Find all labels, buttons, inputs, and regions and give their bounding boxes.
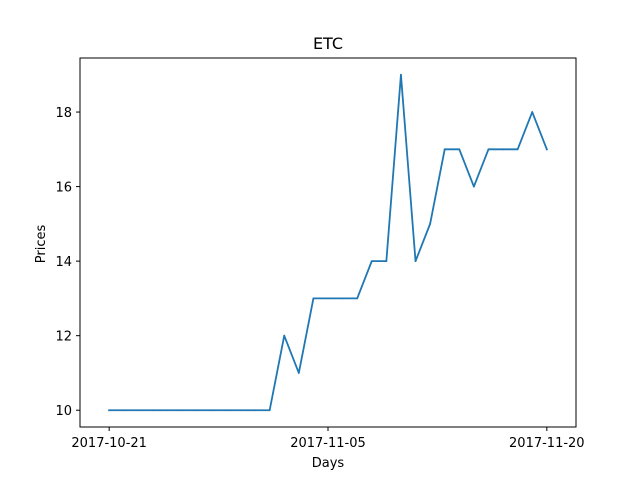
data-point xyxy=(385,260,388,263)
data-point xyxy=(108,409,111,412)
data-point xyxy=(414,260,417,263)
y-axis-label: Prices xyxy=(34,225,49,264)
data-point xyxy=(122,409,125,412)
data-point xyxy=(472,185,475,188)
plot-area xyxy=(108,73,548,412)
data-point xyxy=(531,111,534,113)
data-point xyxy=(137,409,140,412)
data-point xyxy=(356,297,359,300)
data-point xyxy=(283,334,286,337)
data-point xyxy=(166,409,169,412)
data-point xyxy=(297,372,300,374)
data-point xyxy=(312,297,315,300)
chart-title: ETC xyxy=(313,34,343,53)
y-tick-label: 18 xyxy=(55,106,72,121)
data-point xyxy=(429,222,432,225)
data-point xyxy=(370,260,373,263)
data-point xyxy=(545,148,548,151)
data-point xyxy=(516,148,519,151)
x-tick-label: 2017-10-21 xyxy=(71,436,147,451)
x-tick-label: 2017-11-20 xyxy=(509,436,585,451)
data-point xyxy=(268,409,271,412)
data-point xyxy=(254,409,256,412)
data-point xyxy=(152,409,154,412)
data-point xyxy=(502,148,504,151)
x-tick-label: 2017-11-05 xyxy=(290,436,366,451)
y-tick-label: 16 xyxy=(55,181,72,196)
y-tick-label: 12 xyxy=(55,330,72,345)
data-point xyxy=(195,409,198,412)
y-tick-label: 10 xyxy=(55,404,72,419)
data-point xyxy=(327,297,329,300)
data-point xyxy=(181,409,184,412)
data-point xyxy=(487,148,490,151)
data-point xyxy=(400,73,402,76)
data-point xyxy=(239,409,242,412)
data-point xyxy=(341,297,344,300)
data-point xyxy=(458,148,461,151)
data-point xyxy=(443,148,446,151)
axes: 2017-10-21 2017-11-05 2017-11-20 10 12 14 16 18 xyxy=(55,57,585,451)
data-point xyxy=(224,409,227,412)
x-axis-label: Days xyxy=(312,456,345,471)
data-point xyxy=(210,409,213,412)
y-tick-label: 14 xyxy=(55,255,72,270)
